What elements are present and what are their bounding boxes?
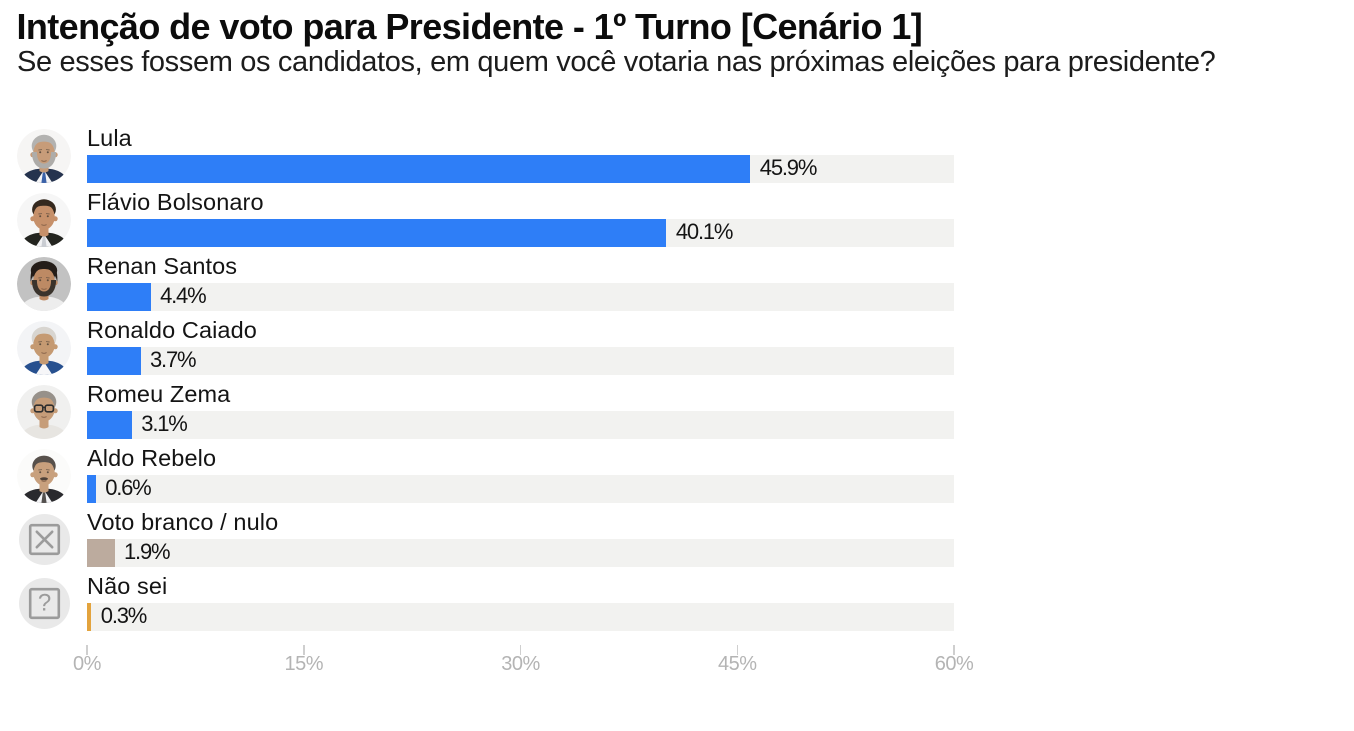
svg-text:?: ? bbox=[37, 590, 50, 617]
